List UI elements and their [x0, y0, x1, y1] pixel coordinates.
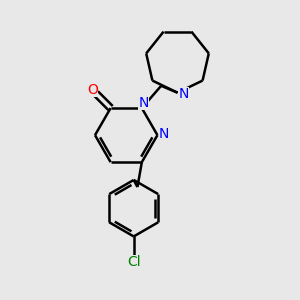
Text: Cl: Cl — [127, 255, 140, 269]
Text: N: N — [159, 127, 169, 141]
Text: O: O — [88, 83, 98, 97]
Text: N: N — [138, 96, 148, 110]
Text: N: N — [178, 87, 189, 101]
